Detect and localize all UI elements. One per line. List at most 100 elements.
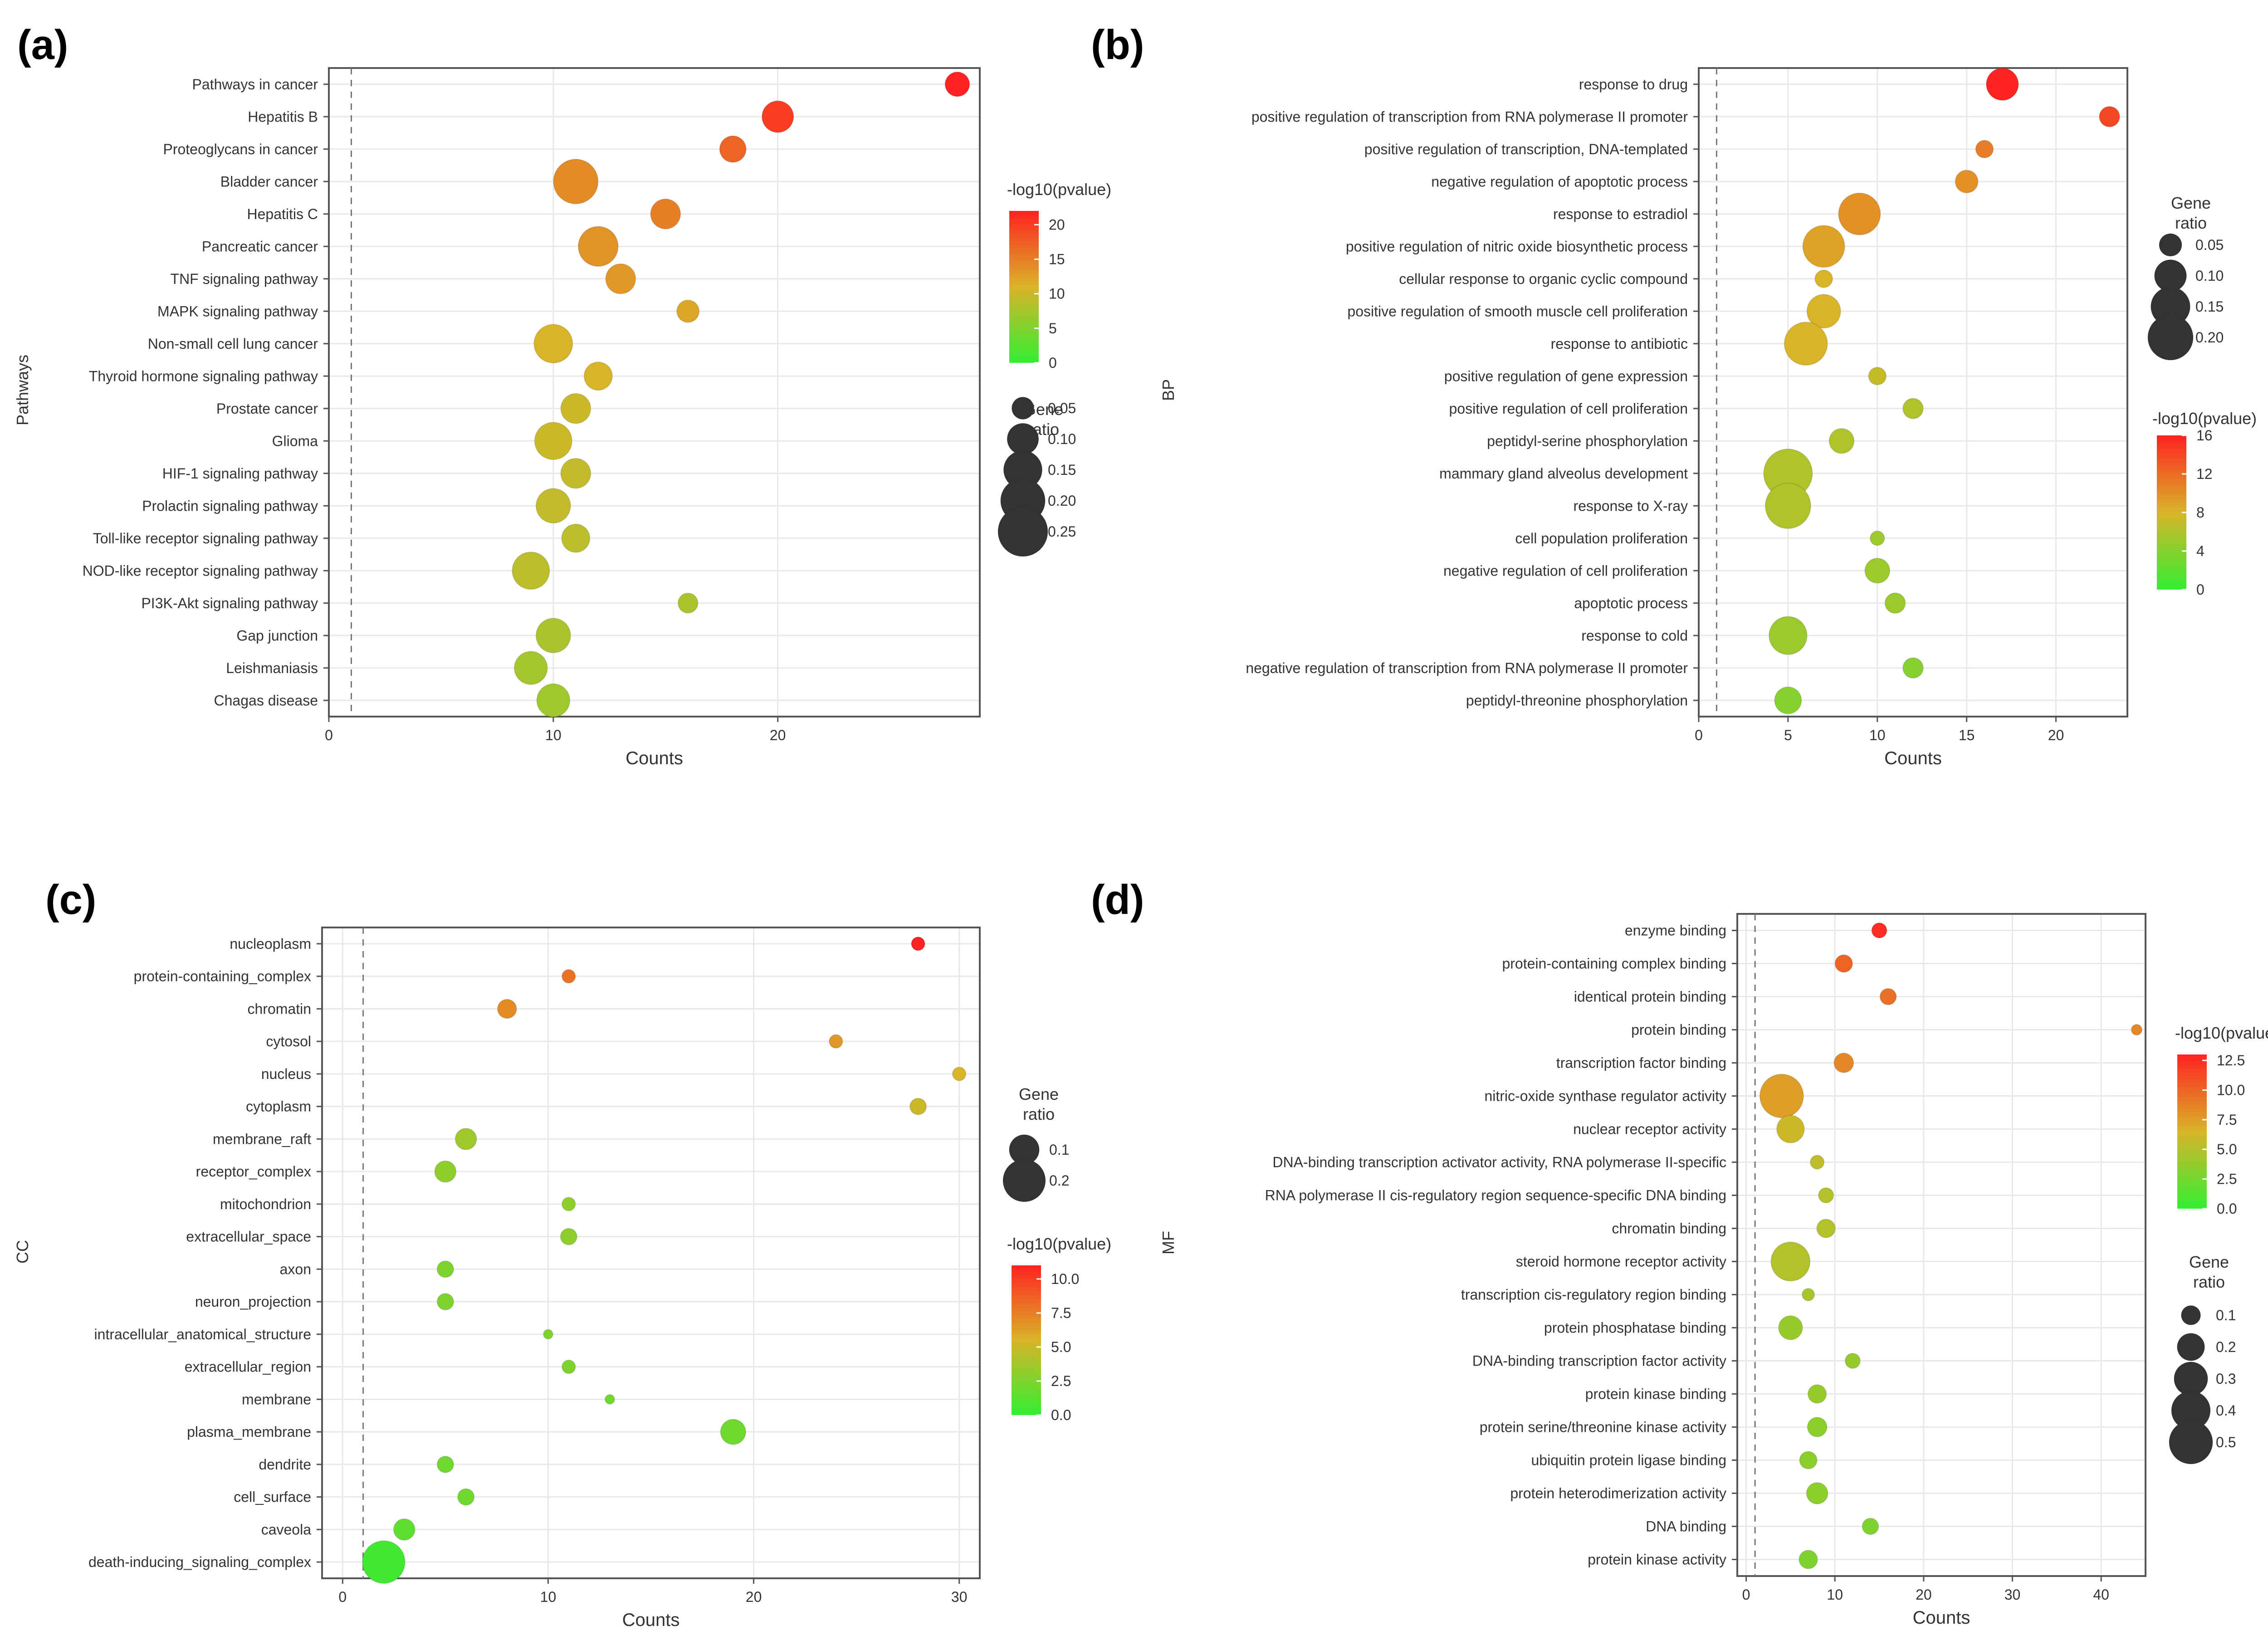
data-point <box>512 552 550 590</box>
color-legend-label: 2.5 <box>1051 1373 1071 1389</box>
data-point <box>1799 1550 1818 1569</box>
size-legend-label: 0.15 <box>1048 462 1076 478</box>
category-label: peptidyl-threonine phosphorylation <box>1466 692 1688 708</box>
category-label: positive regulation of gene expression <box>1444 368 1688 384</box>
color-legend-label: 0.0 <box>2217 1201 2237 1217</box>
data-point <box>909 1098 927 1115</box>
category-label: dendrite <box>259 1456 311 1473</box>
color-legend-label: 4 <box>2196 543 2204 559</box>
data-point <box>604 1394 615 1405</box>
data-point <box>605 263 636 294</box>
plot-frame <box>1736 913 2146 1577</box>
data-point <box>1799 1451 1818 1469</box>
size-legend-marker <box>2154 259 2187 292</box>
category-label: response to antibiotic <box>1551 336 1688 352</box>
category-label: membrane <box>242 1391 311 1407</box>
x-tick-label: 10 <box>545 727 562 743</box>
category-label: cytosol <box>266 1033 311 1049</box>
color-legend-label: 7.5 <box>2217 1112 2237 1128</box>
category-label: membrane_raft <box>213 1131 311 1147</box>
category-label: negative regulation of apoptotic process <box>1431 173 1688 190</box>
color-legend-title: -log10(pvalue) <box>1007 1235 1111 1253</box>
category-label: TNF signaling pathway <box>171 271 318 287</box>
category-label: DNA-binding transcription activator acti… <box>1272 1154 1726 1171</box>
color-legend-label: 16 <box>2196 427 2213 444</box>
category-label: cytoplasm <box>246 1098 311 1115</box>
category-label: protein kinase activity <box>1588 1552 1726 1568</box>
category-label: NOD-like receptor signaling pathway <box>83 562 318 579</box>
data-point <box>553 159 599 205</box>
size-legend-marker <box>2171 1391 2211 1430</box>
category-label: nucleoplasm <box>230 936 311 952</box>
category-label: plasma_membrane <box>187 1424 311 1440</box>
size-legend-marker <box>2174 1362 2208 1396</box>
size-legend-label: 0.1 <box>2216 1307 2236 1323</box>
panel-d: (d) enzyme binding protein-containing comp… <box>1091 877 2268 1628</box>
data-point <box>1778 1315 1803 1340</box>
category-label: steroid hormone receptor activity <box>1516 1254 1726 1270</box>
data-point <box>1807 1384 1827 1404</box>
color-legend-bar <box>2177 1054 2207 1209</box>
size-legend-label: 0.4 <box>2216 1402 2236 1419</box>
data-point <box>561 1197 576 1211</box>
category-label: death-inducing_signaling_complex <box>88 1554 311 1570</box>
data-point <box>1774 686 1802 714</box>
category-label: mammary gland alveolus development <box>1439 465 1688 482</box>
data-point <box>577 226 619 267</box>
size-legend-marker <box>2177 1333 2205 1361</box>
category-label: response to X-ray <box>1573 498 1688 514</box>
x-tick-label: 0 <box>325 727 333 743</box>
color-legend-label: 12.5 <box>2217 1052 2245 1069</box>
category-label: Pancreatic cancer <box>202 238 318 254</box>
x-tick-label: 10 <box>1827 1586 1843 1603</box>
data-point <box>1801 1288 1815 1302</box>
data-point <box>455 1127 477 1150</box>
category-label: enzyme binding <box>1625 922 1726 939</box>
category-label: DNA binding <box>1646 1518 1726 1535</box>
category-label: receptor_complex <box>196 1163 311 1180</box>
category-label: Prostate cancer <box>216 400 318 417</box>
category-label: axon <box>280 1261 311 1277</box>
category-label: peptidyl-serine phosphorylation <box>1487 433 1688 449</box>
category-label: Chagas disease <box>214 692 318 708</box>
color-legend-label: 5 <box>1049 320 1057 337</box>
x-tick-label: 30 <box>2004 1586 2021 1603</box>
data-point <box>1816 1219 1836 1238</box>
size-legend-marker <box>2181 1305 2201 1325</box>
size-legend-label: 0.10 <box>2195 268 2224 284</box>
category-label: ubiquitin protein ligase binding <box>1531 1452 1726 1469</box>
size-legend-label: 0.05 <box>2195 237 2224 253</box>
data-point <box>1834 954 1853 973</box>
category-label: nuclear receptor activity <box>1573 1121 1726 1137</box>
category-label: protein kinase binding <box>1585 1386 1726 1402</box>
category-label: response to estradiol <box>1553 206 1688 222</box>
data-point <box>677 592 699 614</box>
size-legend-title: ratio <box>2193 1273 2225 1291</box>
panel-label: (b) <box>1091 22 1144 68</box>
data-point <box>1869 530 1885 546</box>
size-legend-marker <box>1007 423 1039 455</box>
y-axis-title: Pathways <box>13 355 32 425</box>
category-label: response to drug <box>1579 76 1688 93</box>
color-legend-label: 7.5 <box>1051 1305 1071 1321</box>
category-label: caveola <box>261 1521 312 1537</box>
category-label: Leishmaniasis <box>226 660 318 676</box>
data-point <box>911 937 925 951</box>
data-point <box>535 618 571 654</box>
category-label: Proteoglycans in cancer <box>163 141 318 157</box>
size-legend-label: 0.20 <box>2195 329 2224 346</box>
color-legend-bar <box>1009 211 1039 363</box>
data-point <box>650 198 681 229</box>
size-legend-title: ratio <box>2175 214 2207 232</box>
data-point <box>1975 140 1994 159</box>
category-label: identical protein binding <box>1574 989 1726 1005</box>
data-point <box>561 1359 576 1374</box>
category-label: MAPK signaling pathway <box>157 303 318 319</box>
category-label: nitric-oxide synthase regulator activity <box>1484 1088 1726 1104</box>
y-axis-title: CC <box>13 1240 32 1264</box>
x-tick-label: 0 <box>1742 1586 1750 1603</box>
data-point <box>1955 170 1979 194</box>
panel-label: (a) <box>17 22 68 68</box>
category-label: Prolactin signaling pathway <box>142 498 318 514</box>
